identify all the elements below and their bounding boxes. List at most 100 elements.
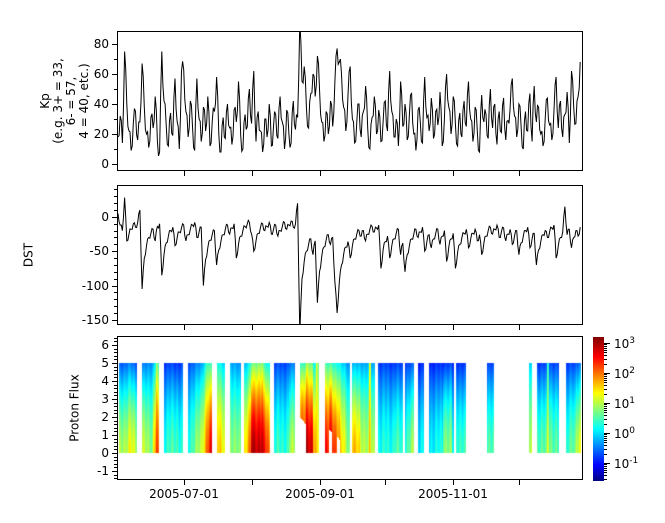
colorbar-minor-tick xyxy=(604,378,607,379)
y-tick-label: 20 xyxy=(93,127,109,141)
y-tick xyxy=(112,164,117,165)
x-tick xyxy=(453,171,454,176)
y-minor-tick xyxy=(114,338,117,339)
y-minor-tick xyxy=(114,306,117,307)
x-tick xyxy=(184,325,185,330)
x-tick xyxy=(519,325,520,330)
y-tick-label: -100 xyxy=(81,279,109,293)
y-minor-tick xyxy=(114,442,117,443)
colorbar-minor-tick xyxy=(604,385,607,386)
y-tick xyxy=(112,286,117,287)
colorbar-minor-tick xyxy=(604,468,607,469)
y-minor-tick xyxy=(114,478,117,479)
y-minor-tick xyxy=(114,299,117,300)
colorbar-minor-tick xyxy=(604,376,607,377)
y-minor-tick xyxy=(114,231,117,232)
colorbar-minor-tick xyxy=(604,346,607,347)
y-tick xyxy=(112,453,117,454)
y-minor-tick xyxy=(114,367,117,368)
y-tick xyxy=(112,320,117,321)
colorbar-minor-tick xyxy=(604,380,607,381)
y-minor-tick xyxy=(114,421,117,422)
colorbar-minor-tick xyxy=(604,442,607,443)
x-tick xyxy=(184,480,185,485)
y-tick xyxy=(112,363,117,364)
y-minor-tick xyxy=(114,210,117,211)
y-tick-label: 60 xyxy=(93,67,109,81)
colorbar-minor-tick xyxy=(604,440,607,441)
y-minor-tick xyxy=(114,203,117,204)
y-minor-tick xyxy=(114,446,117,447)
y-minor-tick xyxy=(114,413,117,414)
colorbar-minor-tick xyxy=(604,359,607,360)
y-minor-tick xyxy=(114,460,117,461)
proton-flux-heatmap xyxy=(118,337,582,479)
y-minor-tick xyxy=(114,388,117,389)
y-minor-tick xyxy=(114,377,117,378)
colorbar-minor-tick xyxy=(604,344,607,345)
x-tick xyxy=(320,171,321,176)
colorbar-minor-tick xyxy=(604,475,607,476)
colorbar-minor-tick xyxy=(604,454,607,455)
colorbar-tick xyxy=(604,373,610,374)
colorbar-minor-tick xyxy=(604,470,607,471)
y-minor-tick xyxy=(114,224,117,225)
x-tick xyxy=(252,171,253,176)
y-minor-tick xyxy=(114,279,117,280)
x-tick-label: 2005-11-01 xyxy=(418,487,488,501)
y-minor-tick xyxy=(114,59,117,60)
y-tick-label: -1 xyxy=(97,464,109,478)
colorbar-minor-tick xyxy=(604,389,607,390)
y-minor-tick xyxy=(114,392,117,393)
colorbar-minor-tick xyxy=(604,424,607,425)
y-minor-tick xyxy=(114,196,117,197)
y-minor-tick xyxy=(114,149,117,150)
y-minor-tick xyxy=(114,349,117,350)
x-tick xyxy=(184,171,185,176)
colorbar-minor-tick xyxy=(604,410,607,411)
colorbar-minor-tick xyxy=(604,436,607,437)
x-tick-label: 2005-09-01 xyxy=(285,487,355,501)
y-minor-tick xyxy=(114,359,117,360)
colorbar-minor-tick xyxy=(604,449,607,450)
colorbar-tick-label: 101 xyxy=(614,396,636,411)
colorbar-minor-tick xyxy=(604,472,607,473)
y-minor-tick xyxy=(114,341,117,342)
y-tick xyxy=(112,471,117,472)
x-tick xyxy=(519,480,520,485)
y-minor-tick xyxy=(114,258,117,259)
colorbar-minor-tick xyxy=(604,364,607,365)
colorbar-tick-label: 100 xyxy=(614,426,636,441)
colorbar-minor-tick xyxy=(604,382,607,383)
y-tick-label: 3 xyxy=(101,392,109,406)
colorbar xyxy=(593,337,604,481)
y-minor-tick xyxy=(114,272,117,273)
y-tick-label: 0 xyxy=(101,210,109,224)
y-tick-label: 0 xyxy=(101,157,109,171)
y-tick xyxy=(112,104,117,105)
colorbar-minor-tick xyxy=(604,479,607,480)
y-minor-tick xyxy=(114,292,117,293)
x-tick xyxy=(385,171,386,176)
colorbar-minor-tick xyxy=(604,419,607,420)
colorbar-tick xyxy=(604,403,610,404)
colorbar-minor-tick xyxy=(604,434,607,435)
y-minor-tick xyxy=(114,356,117,357)
colorbar-minor-tick xyxy=(604,445,607,446)
kp-panel xyxy=(117,31,583,171)
colorbar-minor-tick xyxy=(604,352,607,353)
y-minor-tick xyxy=(114,449,117,450)
y-minor-tick xyxy=(114,428,117,429)
colorbar-minor-tick xyxy=(604,348,607,349)
dst-panel xyxy=(117,185,583,325)
x-tick xyxy=(385,325,386,330)
y-tick xyxy=(112,417,117,418)
x-tick xyxy=(320,480,321,485)
y-tick-label: -150 xyxy=(81,313,109,327)
y-minor-tick xyxy=(114,395,117,396)
colorbar-minor-tick xyxy=(604,406,607,407)
dst-line-chart xyxy=(118,197,581,324)
x-tick xyxy=(385,480,386,485)
y-minor-tick xyxy=(114,406,117,407)
